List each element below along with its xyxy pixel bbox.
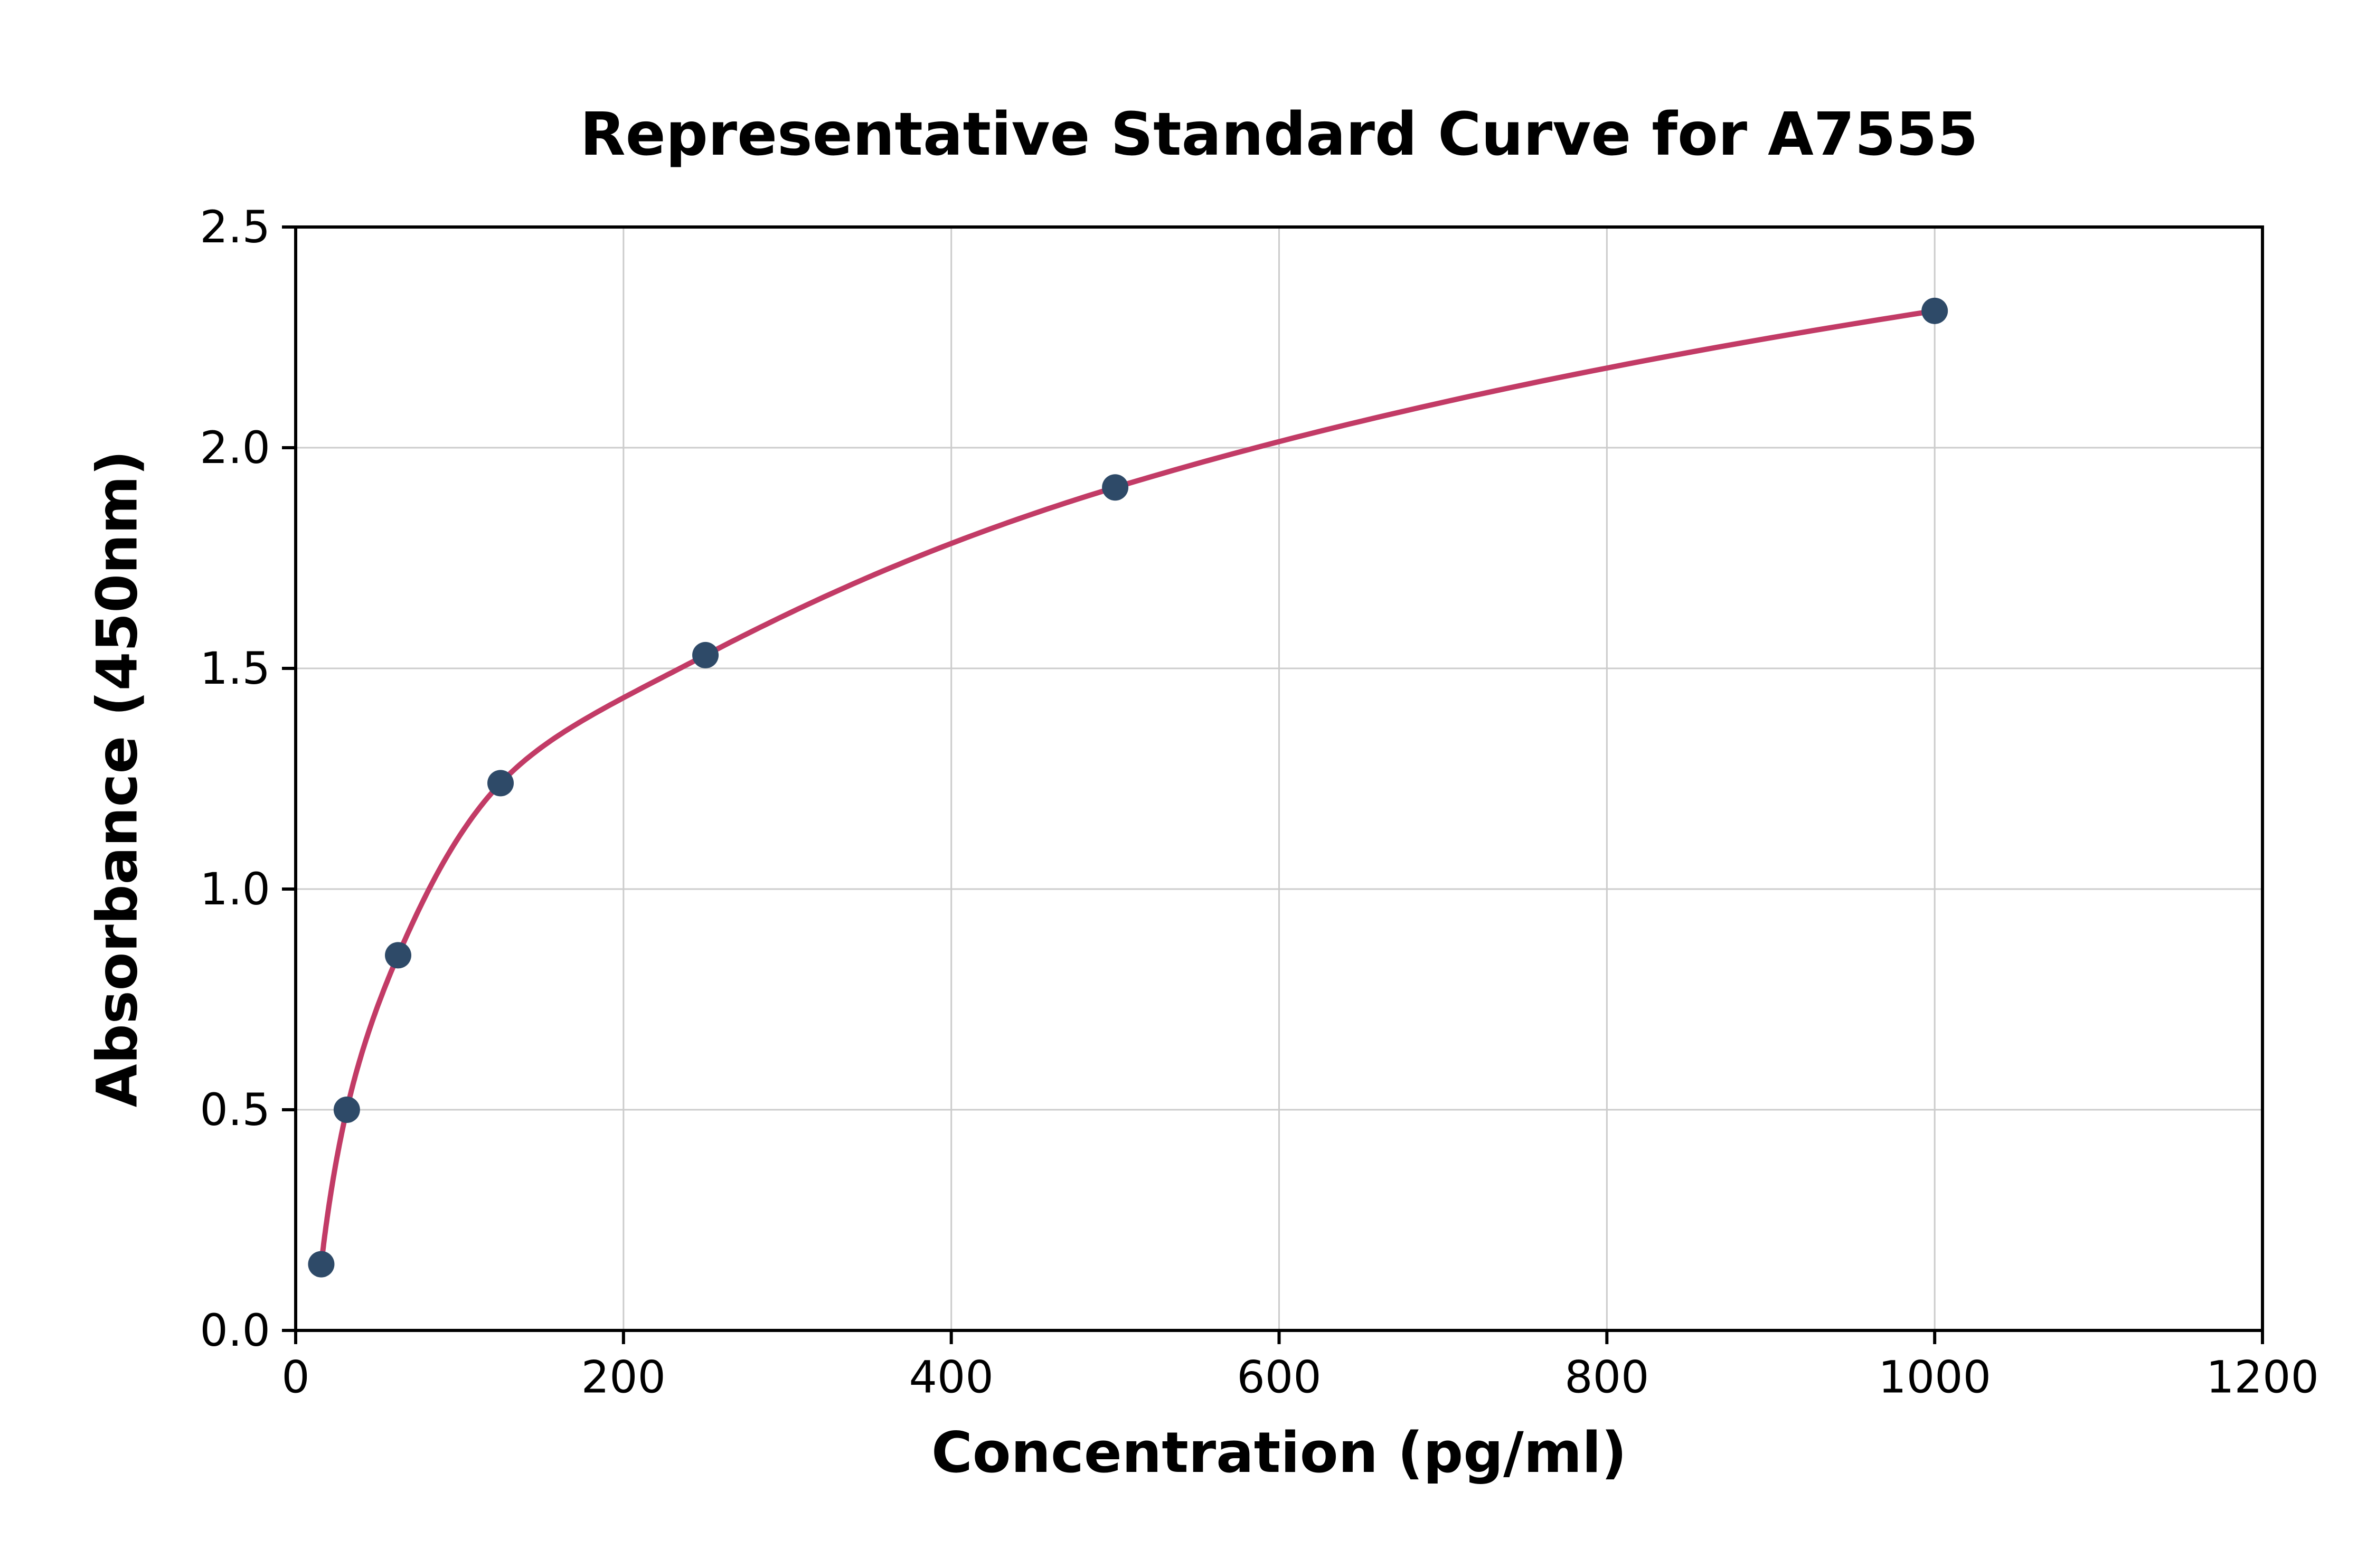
x-tick-label: 1000 xyxy=(1878,1351,1991,1403)
y-tick-label: 2.0 xyxy=(200,422,270,474)
chart-title: Representative Standard Curve for A7555 xyxy=(580,100,1978,169)
y-tick-label: 0.0 xyxy=(200,1305,270,1356)
x-tick-label: 400 xyxy=(909,1351,993,1403)
data-point xyxy=(487,770,514,797)
plot-border xyxy=(294,225,2264,1332)
y-tick-label: 0.5 xyxy=(200,1084,270,1136)
fit-curve xyxy=(318,308,1938,1267)
x-tick-label: 200 xyxy=(581,1351,666,1403)
y-tick-label: 1.5 xyxy=(200,643,270,694)
x-tick-label: 800 xyxy=(1564,1351,1649,1403)
data-point xyxy=(692,641,719,668)
data-point xyxy=(1921,297,1948,324)
x-tick-label: 1200 xyxy=(2206,1351,2319,1403)
x-tick-label: 600 xyxy=(1237,1351,1321,1403)
data-point xyxy=(308,1251,335,1278)
y-tick-label: 1.0 xyxy=(200,863,270,915)
data-point xyxy=(385,942,412,969)
data-point xyxy=(333,1097,360,1123)
y-tick-label: 2.5 xyxy=(200,201,270,253)
data-point xyxy=(1102,474,1129,501)
x-axis-label: Concentration (pg/ml) xyxy=(931,1420,1627,1485)
x-tick-label: 0 xyxy=(281,1351,309,1403)
